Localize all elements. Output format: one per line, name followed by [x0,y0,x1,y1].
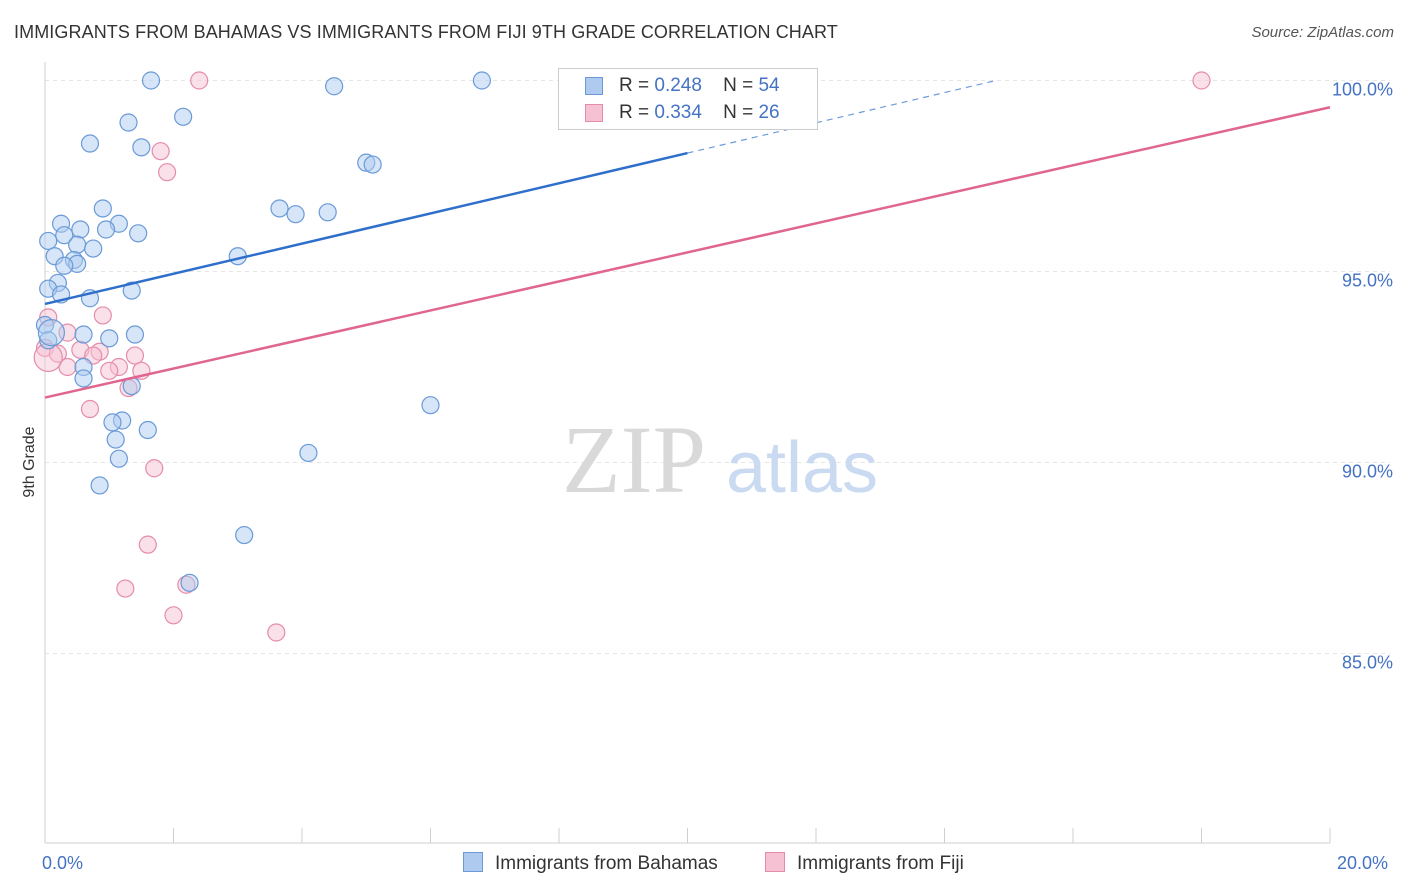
bahamas-point [235,525,254,545]
bahamas-trend-extension [687,79,997,154]
legend-n-label: N = [723,102,754,123]
fiji-point [93,306,112,325]
y-axis-label: 9th Grade [21,426,38,497]
bahamas-point [129,224,148,243]
fiji-point [145,459,164,478]
bahamas-point [421,396,440,415]
bahamas-point [141,71,161,90]
bahamas-point [106,430,125,449]
legend-swatch-fiji [585,104,603,122]
trend-lines [44,79,1331,399]
x-tick-label-max: 20.0% [1337,853,1389,873]
fiji-point [138,535,157,554]
bahamas-point [90,476,109,495]
legend-item-fiji: Immigrants from Fiji [765,852,964,875]
y-tick-label: 90.0% [1342,462,1393,482]
bahamas-point [472,71,491,90]
fiji-point [151,142,170,161]
bahamas-point [138,420,157,440]
fiji-point [1192,71,1211,90]
bahamas-point [109,449,128,468]
bahamas-point [93,199,112,218]
legend-item-bahamas: Immigrants from Bahamas [463,852,718,875]
bahamas-point [132,138,151,157]
y-tick-labels: 85.0% 90.0% 95.0% 100.0% [1332,80,1393,673]
bahamas-points [35,71,491,592]
x-tick-label-min: 0.0% [42,853,84,873]
bahamas-point [363,155,382,174]
bahamas-point [39,331,58,350]
bahamas-point [39,231,58,251]
legend-label-bahamas: Immigrants from Bahamas [495,853,718,874]
chart-title: IMMIGRANTS FROM BAHAMAS VS IMMIGRANTS FR… [14,22,838,42]
y-tick-label: 95.0% [1342,271,1393,291]
legend-r-label: R = [619,75,650,96]
bahamas-trend-line [44,151,688,306]
bahamas-point [325,77,344,96]
bahamas-point [270,199,289,218]
fiji-point [267,623,286,642]
fiji-point [100,361,119,380]
legend-n-value-fiji: 26 [758,102,780,123]
legend-swatch-bahamas [585,77,603,95]
stats-legend: R = 0.248 N = 54 R = 0.334 N = 26 [558,68,818,130]
legend-r-value-fiji: 0.334 [654,102,702,123]
y-tick-label: 85.0% [1342,653,1393,673]
legend-r-label: R = [619,102,650,123]
legend-swatch-bahamas [463,852,483,872]
legend-swatch-fiji [765,852,785,872]
source-label: Source: ZipAtlas.com [1251,24,1394,41]
legend-label-fiji: Immigrants from Fiji [797,853,964,874]
bahamas-point [55,256,74,275]
bahamas-point [100,329,119,348]
bahamas-point [96,220,116,239]
fiji-points [33,71,1211,642]
y-tick-label: 100.0% [1332,80,1393,100]
fiji-point [190,71,209,90]
bahamas-point [55,226,74,245]
bahamas-point [80,134,100,153]
bahamas-point [37,319,66,347]
legend-r-value-bahamas: 0.248 [654,75,702,96]
bahamas-point [71,220,90,239]
fiji-point [164,606,183,625]
axes [44,62,1331,844]
bahamas-point [74,325,93,344]
bahamas-point [122,281,141,300]
legend-n-value-bahamas: 54 [758,75,780,96]
fiji-point [125,346,145,365]
watermark-zip: ZIP [562,406,706,513]
fiji-point [116,579,135,598]
bahamas-point [299,443,318,463]
bahamas-point [74,369,93,388]
fiji-trend-line [44,106,1331,399]
bahamas-point [125,325,145,344]
grid-lines [45,80,1390,654]
legend-n-label: N = [723,75,754,96]
bahamas-point [318,203,337,222]
bahamas-point [68,235,87,254]
bahamas-point [174,107,193,126]
bahamas-point [119,113,138,132]
fiji-point [80,399,100,419]
bahamas-point [286,205,305,224]
bahamas-point [103,413,122,432]
bahamas-point [180,573,199,592]
bahamas-point [84,239,103,258]
fiji-point [157,163,177,182]
watermark-atlas: atlas [726,428,878,508]
watermark: ZIP atlas [562,406,878,513]
